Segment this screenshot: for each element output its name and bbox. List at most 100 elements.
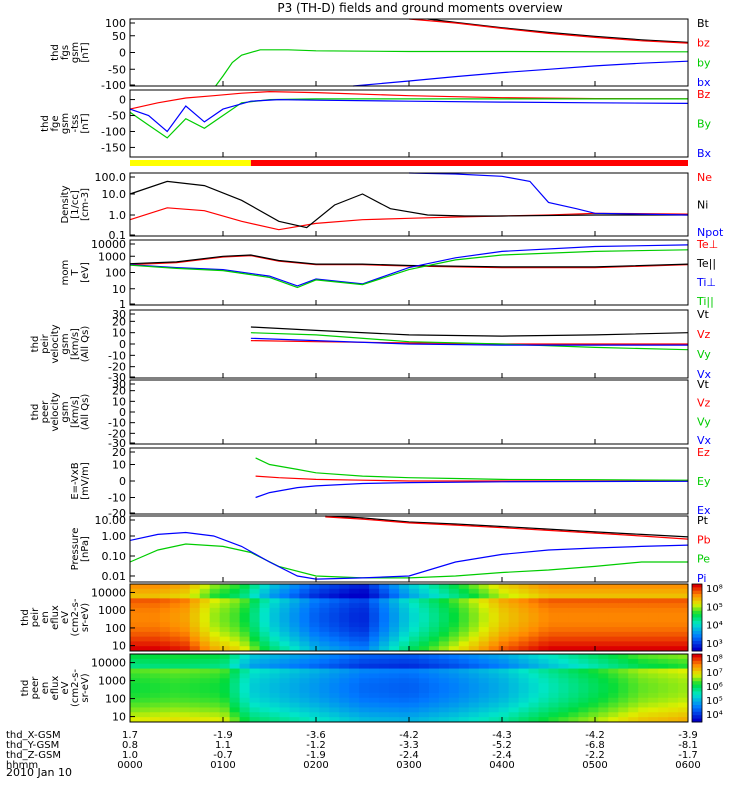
heatmap-cell: [418, 627, 430, 633]
heatmap-cell: [608, 654, 619, 660]
heatmap-cell: [239, 683, 251, 689]
heatmap-cell: [488, 658, 500, 665]
heatmap-cell: [269, 636, 280, 642]
heatmap-cell: [239, 692, 251, 699]
y-axis-title-line: [nT]: [80, 42, 91, 62]
series-line-Vy: [250, 332, 689, 351]
heatmap-cell: [349, 658, 360, 665]
heatmap-cell: [409, 631, 420, 638]
heatmap-cell: [438, 588, 450, 595]
heatmap-cell: [608, 692, 619, 699]
heatmap-cell: [159, 658, 171, 665]
heatmap-cell: [379, 688, 390, 694]
heatmap-cell: [249, 702, 261, 708]
heatmap-cell: [359, 617, 370, 623]
heatmap-cell: [259, 603, 270, 609]
heatmap-cell: [438, 593, 450, 599]
heatmap-cell: [438, 678, 450, 684]
heatmap-cell: [578, 697, 589, 704]
heatmap-cell: [169, 612, 181, 618]
heatmap-cell: [219, 631, 231, 638]
heatmap-cell: [578, 607, 589, 614]
heatmap-cell: [678, 617, 689, 623]
heatmap-cell: [468, 646, 480, 652]
heatmap-cell: [269, 617, 280, 623]
heatmap-cell: [438, 617, 450, 623]
heatmap-cell: [399, 683, 410, 689]
heatmap-cell: [428, 636, 440, 642]
heatmap-cell: [329, 622, 340, 628]
heatmap-cell: [219, 584, 231, 590]
heatmap-cell: [159, 663, 171, 670]
heatmap-cell: [329, 717, 340, 723]
heatmap-cell: [169, 631, 181, 638]
heatmap-cell: [658, 598, 669, 604]
heatmap-cell: [309, 584, 320, 590]
heatmap-cell: [518, 641, 530, 647]
heatmap-cell: [229, 692, 241, 699]
heatmap-cell: [199, 654, 211, 660]
heatmap-cell: [458, 683, 470, 689]
heatmap-cell: [528, 584, 540, 590]
heatmap-cell: [628, 678, 639, 684]
heatmap-cell: [269, 712, 280, 718]
heatmap-cell: [508, 612, 520, 618]
heatmap-cell: [578, 631, 589, 638]
legend-entry: Npot: [697, 226, 724, 239]
heatmap-cell: [319, 617, 330, 623]
heatmap-cell: [329, 688, 340, 694]
colorbar-segment: [692, 594, 702, 598]
heatmap-cell: [159, 622, 171, 628]
heatmap-cell: [349, 668, 360, 674]
y-tick-label: 1000: [98, 250, 126, 263]
heatmap-cell: [279, 584, 290, 590]
heatmap-cell: [438, 641, 450, 647]
heatmap-cell: [488, 668, 500, 674]
heatmap-cell: [518, 702, 530, 708]
heatmap-cell: [468, 584, 480, 590]
heatmap-cell: [379, 607, 390, 614]
heatmap-cell: [588, 668, 599, 674]
y-axis-title-line: [mV/m]: [80, 462, 91, 500]
heatmap-cell: [598, 622, 609, 628]
heatmap-cell: [349, 707, 360, 713]
heatmap-cell: [428, 712, 440, 718]
time-row-value: -2.2: [585, 750, 605, 761]
heatmap-cell: [678, 673, 689, 679]
heatmap-cell: [279, 588, 290, 595]
heatmap-cell: [139, 678, 151, 684]
heatmap-cell: [349, 603, 360, 609]
heatmap-cell: [528, 598, 540, 604]
heatmap-cell: [249, 603, 261, 609]
heatmap-cell: [538, 593, 549, 599]
time-row-value: -2.4: [399, 750, 419, 761]
heatmap-cell: [399, 654, 410, 660]
heatmap-cell: [130, 673, 141, 679]
heatmap-cell: [518, 646, 530, 652]
heatmap-cell: [309, 603, 320, 609]
heatmap-cell: [468, 678, 480, 684]
heatmap-cell: [130, 712, 141, 718]
heatmap-cell: [608, 702, 619, 708]
heatmap-cell: [458, 702, 470, 708]
heatmap-cell: [568, 584, 579, 590]
heatmap-cell: [518, 588, 530, 595]
y-axis-title-line: [eV]: [80, 262, 91, 283]
heatmap-cell: [468, 673, 480, 679]
heatmap-cell: [269, 598, 280, 604]
heatmap-cell: [608, 641, 619, 647]
heatmap-cell: [389, 612, 400, 618]
heatmap-cell: [458, 688, 470, 694]
heatmap-cell: [518, 697, 530, 704]
heatmap-cell: [229, 603, 241, 609]
heatmap-cell: [130, 588, 141, 595]
y-axis-title-line: -tss: [70, 115, 81, 133]
heatmap-cell: [538, 688, 549, 694]
heatmap-cell: [678, 622, 689, 628]
heatmap-cell: [448, 603, 460, 609]
legend-entry: By: [697, 118, 712, 131]
heatmap-cell: [329, 584, 340, 590]
heatmap-cell: [538, 707, 549, 713]
heatmap-cell: [349, 607, 360, 614]
heatmap-cell: [598, 631, 609, 638]
